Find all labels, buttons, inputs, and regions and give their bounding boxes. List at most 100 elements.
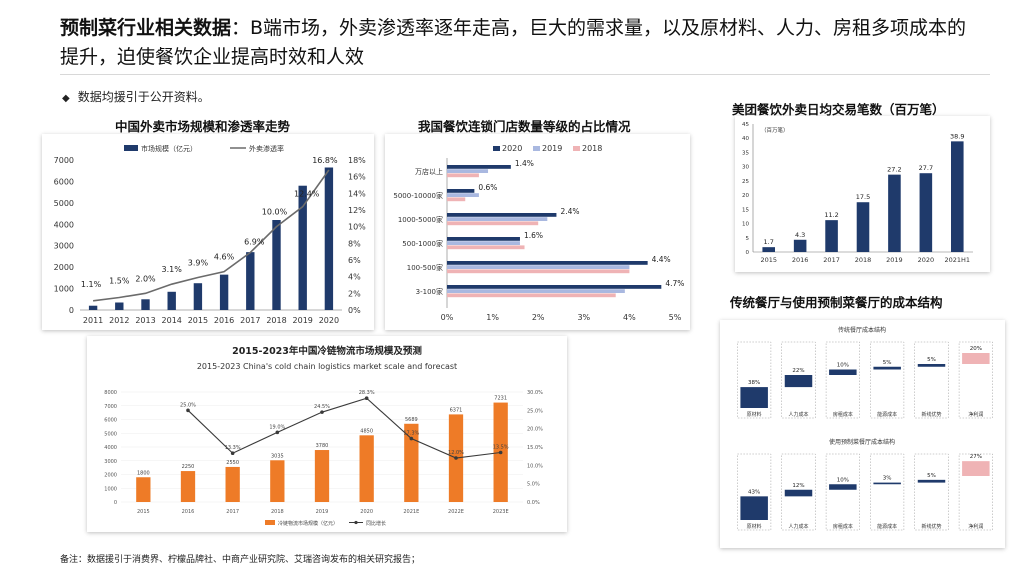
- waterfall-bar: [962, 353, 990, 364]
- waterfall-title: 使用预制菜餐厅成本结构: [829, 438, 895, 446]
- legend-swatch-2018: [573, 146, 580, 151]
- bar-2020: [447, 165, 511, 169]
- growth-marker: [364, 396, 369, 401]
- bar-data-label: 6371: [450, 407, 463, 413]
- waterfall-data-label: 5%: [883, 360, 892, 366]
- waterfall-data-label: 10%: [837, 363, 849, 369]
- y-right-tick-label: 15.0%: [527, 445, 543, 451]
- x-tick-label: 1%: [486, 313, 499, 322]
- growth-marker: [275, 430, 280, 435]
- x-tick-label: 2016: [214, 316, 234, 325]
- chain-chart: 2020 2019 2018 万店以上 1.4% 5000-10000家 0.6% 1000-…: [393, 144, 684, 322]
- category-label: 万店以上: [415, 167, 443, 176]
- x-tick-label: 2018: [266, 316, 286, 325]
- legend-label-penetration: 外卖渗透率: [249, 144, 284, 153]
- y-tick-label: 25: [742, 179, 749, 185]
- market-size-bar: [88, 305, 98, 310]
- waterfall-title: 传统餐厅成本结构: [838, 326, 886, 334]
- market-size-bar: [193, 283, 203, 310]
- y-left-tick-label: 3000: [54, 242, 74, 251]
- growth-data-label: 13.5%: [493, 445, 509, 451]
- waterfall-category-label: 房租成本: [833, 523, 853, 530]
- waterfall-data-label: 22%: [792, 368, 804, 374]
- waterfall-category-label: 新线优势: [921, 411, 941, 418]
- waterfall-bar: [784, 489, 813, 497]
- waterfall-bar: [829, 369, 857, 375]
- growth-marker: [454, 456, 458, 460]
- waterfall-frame: [781, 341, 816, 419]
- coldchain-chart: 2015-2023年中国冷链物流市场规模及预测 2015-2023 China's…: [104, 345, 543, 527]
- legend-label-2019: 2019: [542, 144, 562, 153]
- waterfall-category-label: 净利润: [968, 411, 983, 418]
- y-right-tick-label: 18%: [348, 156, 366, 165]
- y-left-tick-label: 2000: [54, 263, 74, 272]
- y-right-tick-label: 4%: [348, 273, 361, 282]
- cold-chain-bar: [314, 450, 330, 502]
- y-left-tick-label: 5000: [54, 199, 74, 208]
- bar-data-label: 2550: [226, 460, 239, 466]
- y-right-tick-label: 25.0%: [527, 408, 543, 414]
- bar-data-label: 3035: [271, 453, 284, 459]
- bar-2018: [447, 221, 539, 226]
- category-label: 3-100家: [416, 287, 443, 296]
- penetration-data-label: 3.9%: [188, 259, 209, 268]
- transaction-bar: [919, 173, 933, 252]
- growth-data-label: 17.3%: [403, 431, 419, 437]
- legend-marker-growth: [354, 520, 358, 525]
- waterfall-bar: [829, 484, 857, 490]
- x-tick-label: 2017: [823, 256, 840, 264]
- waterfall-frame: [870, 341, 905, 419]
- bar-data-label: 7231: [494, 396, 507, 402]
- x-tick-label: 2021E: [403, 509, 419, 515]
- y-tick-label: 45: [742, 122, 749, 128]
- coldchain-title: 2015-2023年中国冷链物流市场规模及预测: [232, 345, 422, 357]
- market-size-bar: [219, 274, 229, 310]
- market-size-bar: [246, 252, 255, 310]
- x-tick-label: 2015: [137, 509, 150, 515]
- growth-marker: [186, 408, 190, 413]
- waterfall-category-label: 原材料: [747, 411, 762, 418]
- y-right-tick-label: 5.0%: [527, 482, 540, 488]
- growth-marker: [498, 450, 503, 455]
- y-right-tick-label: 10.0%: [527, 463, 543, 469]
- x-tick-label: 2020: [360, 509, 373, 515]
- growth-line: [187, 397, 501, 459]
- diamond-bullet-icon: ◆: [62, 93, 70, 104]
- transaction-bar: [793, 239, 807, 252]
- legend-swatch-2020: [493, 146, 500, 151]
- waterfall-frame: [870, 453, 905, 531]
- y-left-tick-label: 3000: [104, 459, 117, 465]
- market-size-bar: [141, 299, 150, 310]
- meituan-chart: （百万笔） 0 5 10 15 20 25 30 35 40 45 1.7 2015 4.3 2016 11.…: [742, 122, 973, 264]
- waterfall-frame: [914, 341, 949, 419]
- market-size-bar: [272, 220, 281, 310]
- bar-data-label: 1800: [137, 470, 150, 476]
- transaction-bar: [825, 220, 838, 252]
- penetration-data-label: 3.1%: [162, 265, 183, 274]
- waterfall-frame: [914, 453, 949, 531]
- growth-data-label: 25.0%: [180, 402, 196, 408]
- x-tick-label: 2018: [855, 256, 872, 264]
- page-title-bold: 预制菜行业相关数据: [60, 17, 232, 39]
- chain-chart-title: 我国餐饮连锁门店数量等级的占比情况: [418, 119, 631, 134]
- bar-2020: [447, 189, 475, 193]
- y-left-tick-label: 7000: [54, 156, 74, 165]
- waterfall-frame: [781, 453, 816, 531]
- penetration-data-label: 1.5%: [109, 277, 130, 286]
- y-tick-label: 5: [746, 236, 750, 242]
- bar-2019: [447, 241, 520, 245]
- waterfall-bar: [917, 479, 946, 483]
- legend-label-2018: 2018: [582, 144, 602, 153]
- takeout-chart-title: 中国外卖市场规模和渗透率走势: [115, 119, 291, 134]
- growth-data-label: 12.0%: [448, 450, 464, 456]
- data-label: 27.2: [887, 166, 901, 174]
- data-label: 1.7: [764, 238, 774, 246]
- waterfall-data-label: 20%: [970, 346, 982, 352]
- growth-data-label: 24.5%: [314, 404, 330, 410]
- x-tick-label: 0%: [441, 313, 454, 322]
- x-tick-label: 2014: [162, 316, 182, 325]
- growth-data-label: 28.3%: [359, 390, 375, 396]
- bar-data-label: 5689: [405, 417, 418, 423]
- y-right-tick-label: 0.0%: [527, 500, 540, 506]
- waterfall-frame: [737, 453, 772, 531]
